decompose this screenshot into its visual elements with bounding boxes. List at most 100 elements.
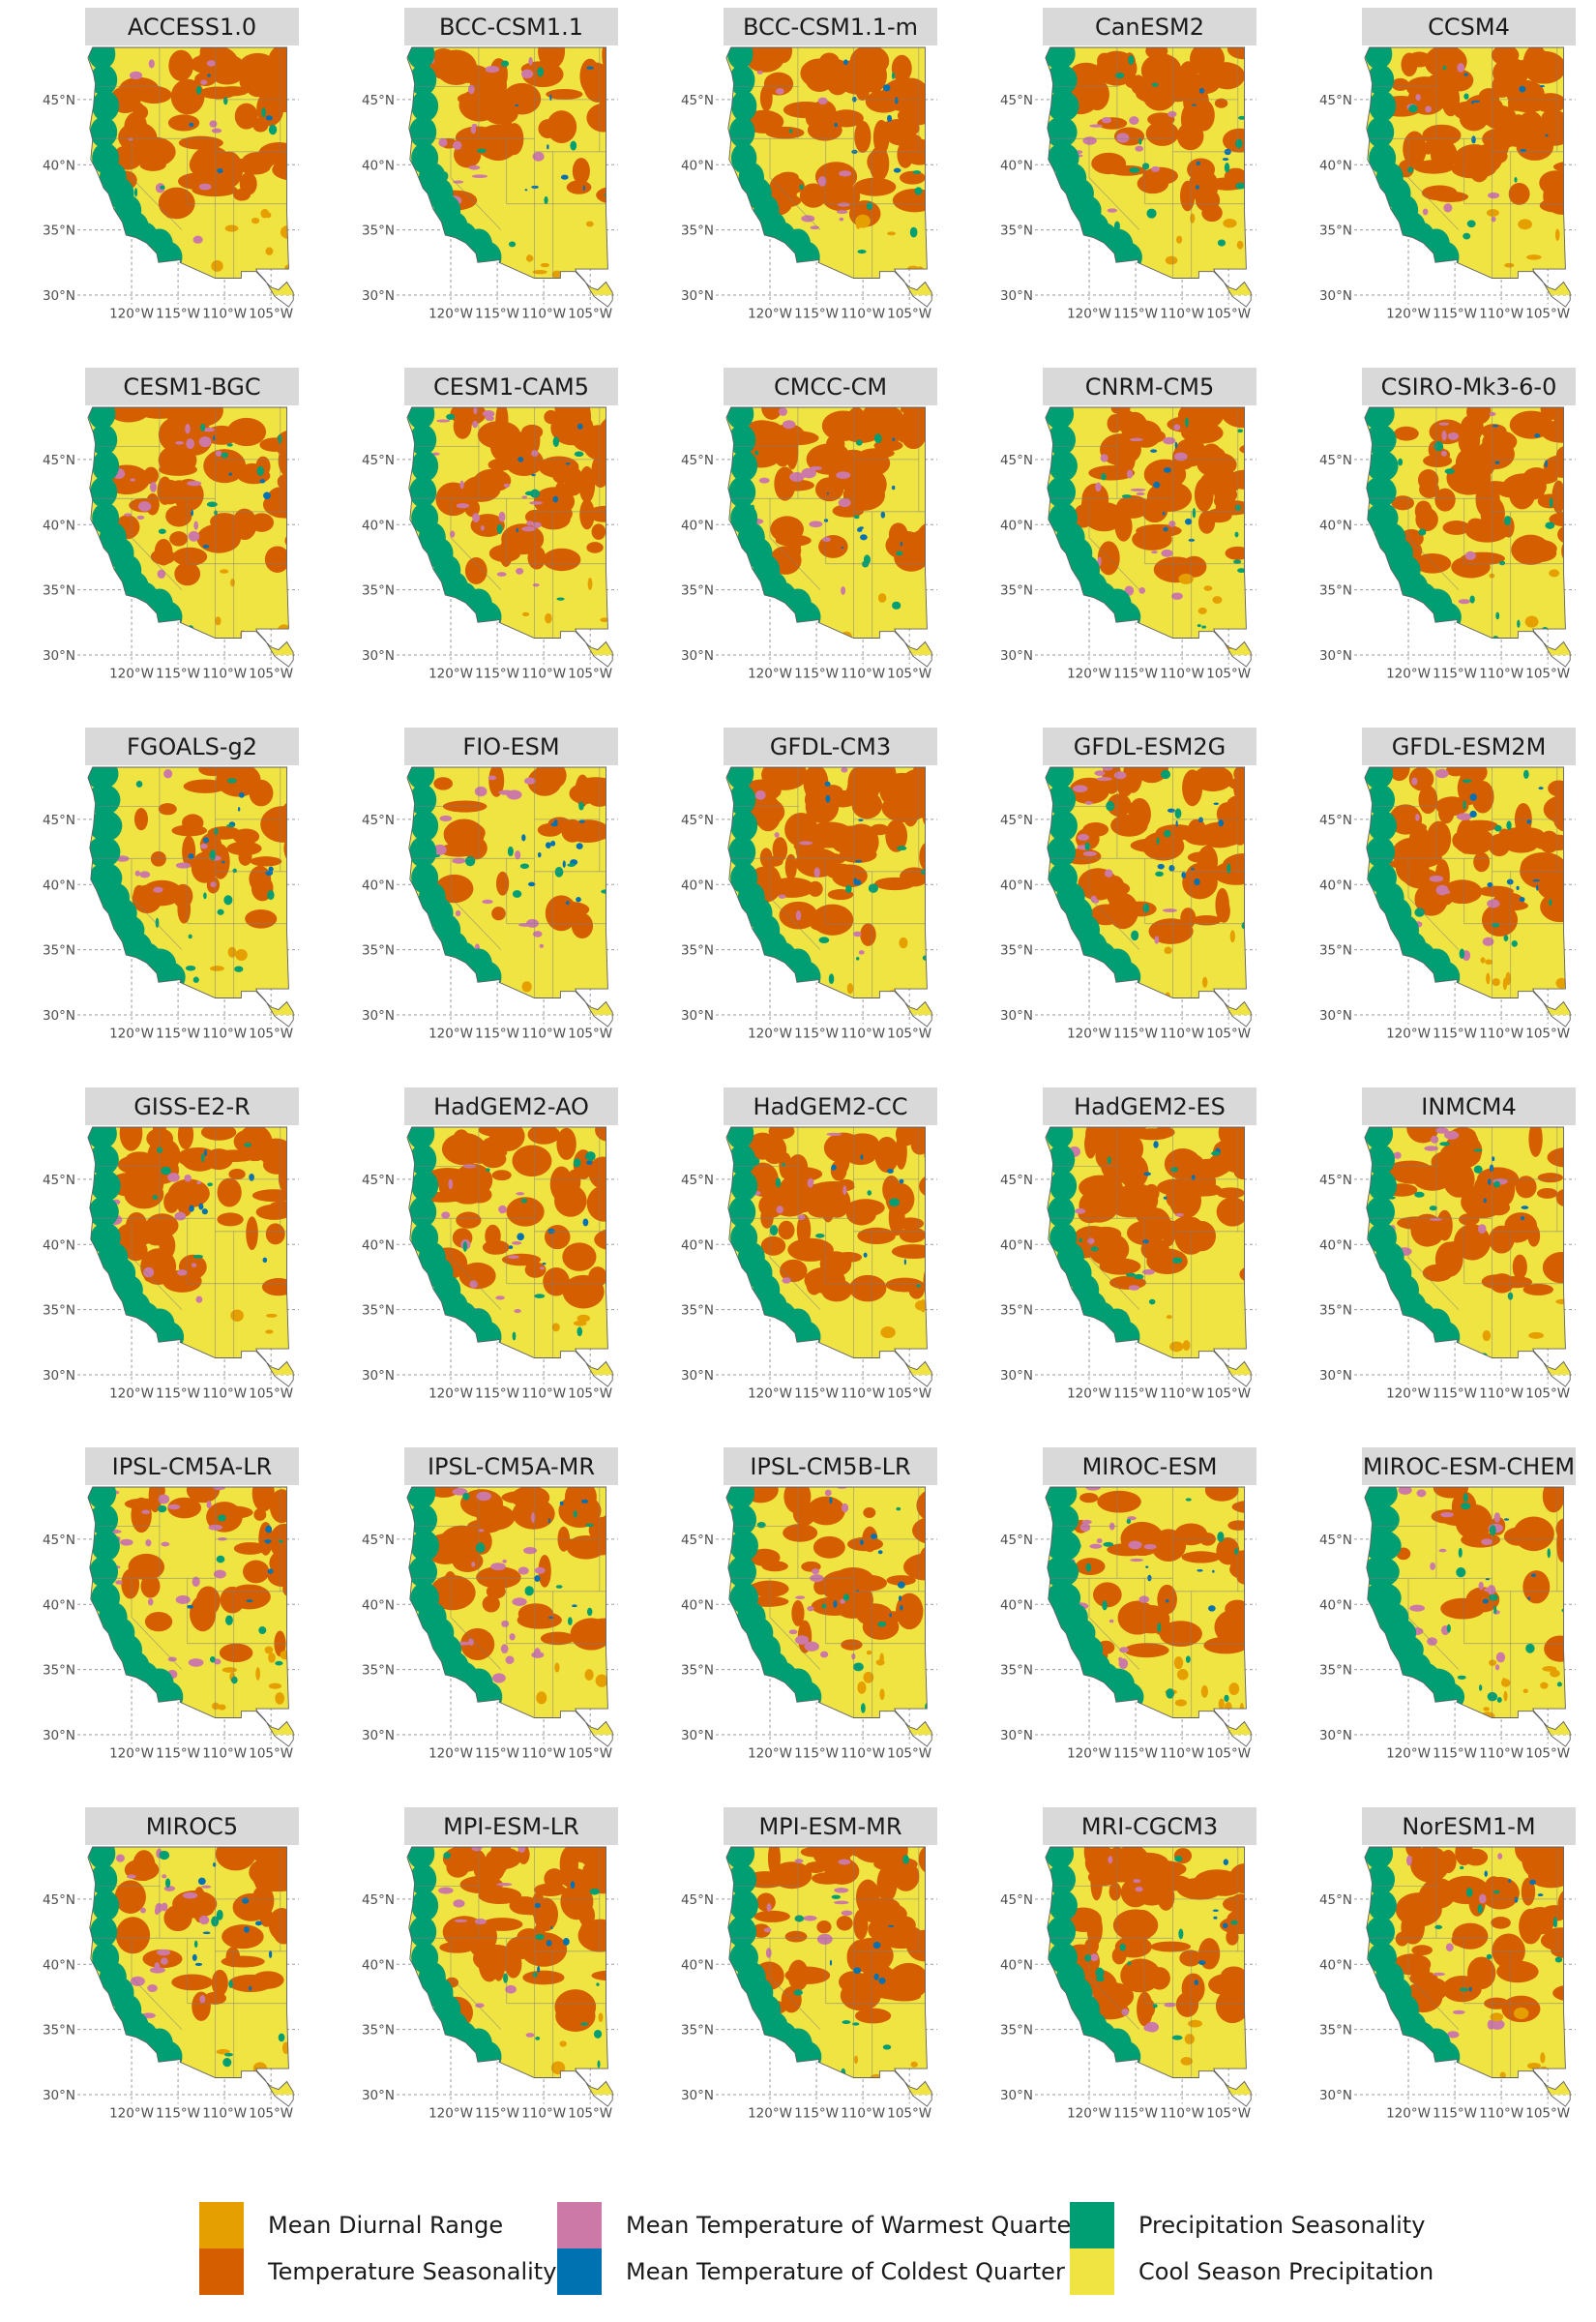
- x-tick-label: 115°W: [1113, 2105, 1158, 2121]
- y-tick-label: 35°N: [1000, 1303, 1033, 1319]
- panel-title: MPI-ESM-LR: [404, 1807, 618, 1845]
- x-tick-label: 105°W: [1206, 1385, 1251, 1401]
- y-tick-label: 45°N: [362, 1892, 395, 1908]
- x-tick-label: 120°W: [109, 1385, 154, 1401]
- panel-title: CNRM-CM5: [1043, 368, 1256, 405]
- y-tick-label: 35°N: [1319, 583, 1352, 599]
- map-svg: 45°N 40°N 35°N 30°N 120°W 115°W 110°W 105°W: [681, 1126, 937, 1401]
- map-panel: CSIRO-Mk3-6-0 45°N 40°N 35°N 30°N 120°W 115°W 1…: [1277, 360, 1596, 720]
- map-panel: HadGEM2-ES 45°N 40°N 35°N 30°N 120°W 115°W 110°…: [958, 1080, 1277, 1440]
- x-tick-label: 105°W: [568, 666, 612, 681]
- y-tick-label: 40°N: [362, 1597, 395, 1613]
- map-svg: 45°N 40°N 35°N 30°N 120°W 115°W 110°W 105°W: [681, 406, 937, 681]
- legend-item: Precipitation Seasonality: [1070, 2202, 1425, 2248]
- x-tick-label: 105°W: [887, 2105, 931, 2121]
- panel-title: MIROC-ESM: [1043, 1447, 1256, 1485]
- y-tick-label: 45°N: [1319, 813, 1352, 828]
- map-fill: [1045, 767, 1252, 1015]
- map-fill: [1364, 1127, 1571, 1375]
- y-tick-label: 30°N: [681, 288, 714, 304]
- x-tick-label: 110°W: [521, 1385, 566, 1401]
- map-panel: IPSL-CM5B-LR 45°N 40°N 35°N 30°N 120°W 115°W 11…: [638, 1440, 958, 1800]
- state-border: [450, 1938, 502, 2030]
- state-border: [450, 138, 502, 230]
- x-tick-label: 115°W: [1113, 1385, 1158, 1401]
- panel-title: IPSL-CM5A-LR: [85, 1447, 299, 1485]
- map-panel: CESM1-BGC 45°N 40°N 35°N 30°N 120°W 115°W 110°W…: [0, 360, 319, 720]
- y-tick-label: 35°N: [681, 223, 714, 239]
- map-fill: [1045, 407, 1252, 655]
- x-tick-label: 110°W: [1160, 2105, 1204, 2121]
- state-border: [450, 1218, 502, 1310]
- map-panel: MIROC5 45°N 40°N 35°N 30°N 120°W 115°W 110°W 105…: [0, 1800, 319, 2159]
- x-tick-label: 115°W: [1113, 1026, 1158, 1041]
- y-tick-label: 35°N: [681, 2023, 714, 2039]
- map-svg: 45°N 40°N 35°N 30°N 120°W 115°W 110°W 105°W: [681, 1486, 937, 1761]
- map-outline: [1364, 1846, 1571, 2107]
- map-svg: 45°N 40°N 35°N 30°N 120°W 115°W 110°W 105°W: [43, 766, 299, 1041]
- panel-title: CCSM4: [1362, 8, 1576, 45]
- x-tick-label: 115°W: [156, 666, 200, 681]
- state-border: [769, 1578, 821, 1670]
- y-tick-label: 45°N: [43, 1533, 75, 1548]
- x-tick-label: 120°W: [109, 1745, 154, 1761]
- x-tick-label: 105°W: [887, 1026, 931, 1041]
- y-tick-label: 30°N: [1000, 1368, 1033, 1384]
- y-tick-label: 40°N: [681, 1957, 714, 1973]
- map-outline: [87, 1846, 294, 2107]
- x-tick-label: 120°W: [1386, 1026, 1431, 1041]
- map-panel: FIO-ESM 45°N 40°N 35°N 30°N 120°W 115°W 110°W 10…: [319, 720, 638, 1080]
- y-tick-label: 35°N: [43, 583, 75, 599]
- y-tick-label: 45°N: [43, 1892, 75, 1908]
- y-tick-label: 45°N: [681, 93, 714, 108]
- y-tick-label: 35°N: [1319, 223, 1352, 239]
- legend-swatch: [557, 2248, 602, 2295]
- state-border: [1407, 1218, 1460, 1310]
- map-fill: [725, 47, 932, 295]
- x-tick-label: 115°W: [794, 2105, 839, 2121]
- x-tick-label: 115°W: [156, 306, 200, 321]
- map-svg: 45°N 40°N 35°N 30°N 120°W 115°W 110°W 105°W: [43, 1486, 299, 1761]
- map-fill: [406, 47, 613, 295]
- map-outline: [1364, 766, 1571, 1027]
- panel-title: GFDL-ESM2M: [1362, 728, 1576, 765]
- map-outline: [1364, 406, 1571, 668]
- state-border: [1088, 1578, 1140, 1670]
- panel-title: FGOALS-g2: [85, 728, 299, 765]
- x-tick-label: 120°W: [109, 2105, 154, 2121]
- y-tick-label: 40°N: [1000, 518, 1033, 533]
- map-fill: [87, 1127, 294, 1375]
- state-border: [1407, 1578, 1460, 1670]
- y-tick-label: 45°N: [1000, 1892, 1033, 1908]
- panel-title: NorESM1-M: [1362, 1807, 1576, 1845]
- x-tick-label: 120°W: [748, 306, 792, 321]
- y-tick-label: 45°N: [362, 813, 395, 828]
- y-tick-label: 40°N: [362, 1237, 395, 1253]
- legend: Mean Diurnal Range Temperature Seasonali…: [193, 2196, 1451, 2303]
- x-tick-label: 110°W: [1160, 666, 1204, 681]
- x-tick-label: 110°W: [1479, 1026, 1523, 1041]
- y-tick-label: 35°N: [1000, 223, 1033, 239]
- y-tick-label: 30°N: [43, 648, 75, 664]
- x-tick-label: 120°W: [1067, 306, 1111, 321]
- x-tick-label: 110°W: [1479, 1385, 1523, 1401]
- y-tick-label: 35°N: [362, 2023, 395, 2039]
- map-outline: [87, 406, 294, 668]
- map-outline: [1045, 406, 1252, 668]
- map-fill: [406, 1487, 613, 1735]
- map-panel: MIROC-ESM 45°N 40°N 35°N 30°N 120°W 115°W 110°W…: [958, 1440, 1277, 1800]
- map-svg: 45°N 40°N 35°N 30°N 120°W 115°W 110°W 105°W: [1000, 406, 1256, 681]
- y-tick-label: 45°N: [43, 813, 75, 828]
- y-tick-label: 40°N: [43, 1237, 75, 1253]
- state-border: [769, 1938, 821, 2030]
- y-tick-label: 45°N: [362, 1533, 395, 1548]
- map-svg: 45°N 40°N 35°N 30°N 120°W 115°W 110°W 105°W: [1319, 766, 1576, 1041]
- x-tick-label: 120°W: [748, 666, 792, 681]
- y-tick-label: 35°N: [1000, 1663, 1033, 1679]
- x-tick-label: 120°W: [1067, 1385, 1111, 1401]
- state-border: [131, 1218, 183, 1310]
- y-tick-label: 30°N: [1000, 648, 1033, 664]
- y-tick-label: 45°N: [362, 1173, 395, 1188]
- y-tick-label: 40°N: [1000, 1597, 1033, 1613]
- x-tick-label: 120°W: [1386, 1745, 1431, 1761]
